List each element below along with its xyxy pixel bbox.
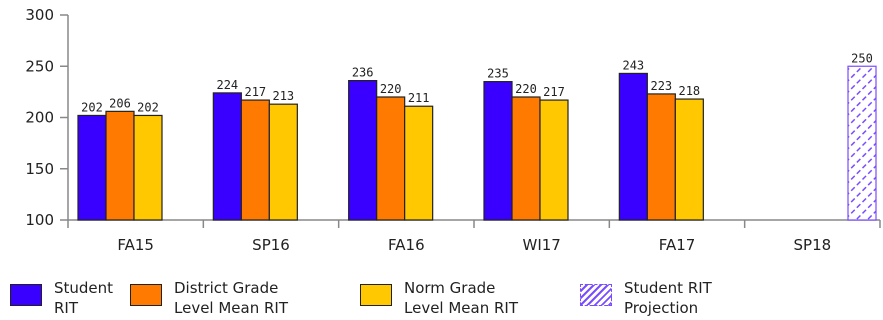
bar-value-label: 202 bbox=[81, 100, 103, 114]
x-category-label: WI17 bbox=[522, 236, 560, 254]
bar-fa16-series-2 bbox=[404, 105, 434, 221]
legend-label-line1: Norm Grade bbox=[404, 279, 496, 297]
legend-item-district-mean: District Grade Level Mean RIT bbox=[130, 278, 324, 318]
legend-label-student-rit: Student RIT bbox=[54, 278, 204, 318]
labels: FA15 SP16 FA16 WI17 FA17 SP18 202 206 202 224 217 2… bbox=[81, 51, 873, 254]
legend-label-line2: Level Mean RIT bbox=[174, 299, 289, 317]
bar-wi17-series-1 bbox=[511, 96, 541, 221]
legend-label-district-mean: District Grade Level Mean RIT bbox=[174, 278, 324, 318]
bar-value-label: 206 bbox=[109, 96, 131, 110]
bars bbox=[77, 65, 877, 221]
bar-fa17-series-1 bbox=[646, 93, 676, 221]
legend-swatch-norm-mean bbox=[360, 284, 392, 306]
bar-fa15-series-1 bbox=[105, 110, 135, 221]
legend-label-norm-mean: Norm Grade Level Mean RIT bbox=[404, 278, 554, 318]
legend-label-projection: Student RIT Projection bbox=[624, 278, 774, 318]
y-tick-label: 250 bbox=[25, 57, 54, 75]
y-tick-label: 100 bbox=[25, 211, 54, 229]
bar-value-label: 220 bbox=[380, 82, 402, 96]
bar-chart: 100 150 200 250 300 FA15 SP16 FA16 WI17 FA17 SP18… bbox=[25, 6, 881, 254]
bar-sp16-series-2 bbox=[268, 103, 298, 221]
bar-value-label: 211 bbox=[408, 91, 430, 105]
bar-fa15-series-0 bbox=[77, 114, 107, 221]
y-tick-label: 200 bbox=[25, 109, 54, 127]
legend-label-line1: Student bbox=[54, 279, 114, 297]
axes: 100 150 200 250 300 bbox=[25, 6, 881, 229]
y-tick-label: 300 bbox=[25, 6, 54, 24]
x-category-label: FA15 bbox=[117, 236, 154, 254]
bar-fa16-series-0 bbox=[348, 79, 378, 221]
legend-item-norm-mean: Norm Grade Level Mean RIT bbox=[360, 278, 554, 318]
legend-label-line2: RIT bbox=[54, 299, 79, 317]
legend-swatch-district-mean bbox=[130, 284, 162, 306]
legend-swatch-projection bbox=[580, 284, 612, 306]
bar-value-label: 243 bbox=[622, 58, 644, 72]
bar-value-label: 250 bbox=[851, 51, 873, 65]
bar-value-label: 224 bbox=[216, 78, 238, 92]
bar-sp16-series-1 bbox=[240, 99, 270, 221]
bar-value-label: 202 bbox=[137, 100, 159, 114]
bar-value-label: 217 bbox=[244, 85, 266, 99]
bar-fa17-series-2 bbox=[674, 98, 704, 221]
bar-value-label: 236 bbox=[352, 66, 374, 80]
x-category-label: SP16 bbox=[252, 236, 290, 254]
bar-sp18-series-3 bbox=[847, 65, 877, 221]
legend-item-projection: Student RIT Projection bbox=[580, 278, 774, 318]
bar-wi17-series-0 bbox=[483, 81, 513, 221]
bar-wi17-series-2 bbox=[539, 99, 569, 221]
bar-value-label: 217 bbox=[543, 85, 565, 99]
bar-value-label: 235 bbox=[487, 67, 509, 81]
bar-value-label: 223 bbox=[650, 79, 672, 93]
legend-label-line2: Level Mean RIT bbox=[404, 299, 519, 317]
legend-swatch-student-rit bbox=[10, 284, 42, 306]
bar-fa15-series-2 bbox=[133, 114, 163, 221]
legend-label-line1: Student RIT bbox=[624, 279, 712, 297]
legend-label-line1: District Grade bbox=[174, 279, 279, 297]
legend-label-line2: Projection bbox=[624, 299, 699, 317]
y-tick-label: 150 bbox=[25, 160, 54, 178]
bar-value-label: 220 bbox=[515, 82, 537, 96]
bar-sp16-series-0 bbox=[212, 92, 242, 221]
legend-item-student-rit: Student RIT bbox=[10, 278, 204, 318]
bar-fa16-series-1 bbox=[376, 96, 406, 221]
x-category-label: FA17 bbox=[659, 236, 696, 254]
bar-value-label: 213 bbox=[272, 89, 294, 103]
x-category-label: FA16 bbox=[388, 236, 425, 254]
x-category-label: SP18 bbox=[794, 236, 832, 254]
bar-fa17-series-0 bbox=[618, 72, 648, 221]
bar-value-label: 218 bbox=[678, 84, 700, 98]
legend: Student RIT District Grade Level Mean RI… bbox=[0, 270, 883, 320]
